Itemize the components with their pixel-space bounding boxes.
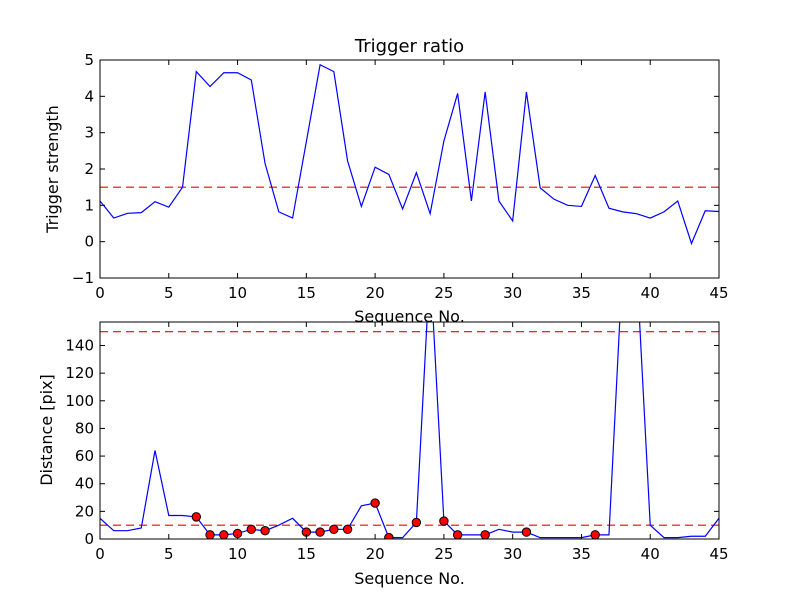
top-x-tick-label: 15 bbox=[297, 284, 316, 302]
trigger-marker bbox=[219, 530, 229, 539]
bottom-x-tick-label: 20 bbox=[366, 545, 385, 563]
bottom-x-axis-label: Sequence No. bbox=[354, 569, 465, 588]
top-x-tick-label: 25 bbox=[434, 284, 453, 302]
top-y-tick-label: 1 bbox=[84, 196, 94, 214]
trigger-marker bbox=[439, 516, 449, 526]
top-x-tick-label: 45 bbox=[709, 284, 728, 302]
trigger-marker bbox=[452, 530, 463, 539]
bottom-y-axis-label: Distance [pix] bbox=[37, 374, 56, 486]
bottom-y-tick-label: 120 bbox=[65, 364, 94, 382]
bottom-plot-area bbox=[100, 322, 719, 539]
top-y-tick-label: 3 bbox=[84, 124, 94, 142]
top-y-tick-label: 0 bbox=[84, 233, 94, 251]
bottom-y-ticks: 0 20 40 60 80 100 120 140 bbox=[65, 336, 719, 548]
top-x-tick-label: 20 bbox=[366, 284, 385, 302]
trigger-marker bbox=[260, 526, 270, 536]
top-axes-frame bbox=[99, 59, 720, 279]
trigger-marker bbox=[191, 512, 201, 522]
bottom-x-tick-label: 45 bbox=[709, 545, 728, 563]
bottom-y-tick-label: 140 bbox=[65, 336, 94, 354]
top-x-tick-label: 5 bbox=[164, 284, 174, 302]
trigger-marker bbox=[480, 530, 490, 539]
bottom-y-tick-label: 20 bbox=[75, 502, 94, 520]
top-y-axis-label: Trigger strength bbox=[43, 105, 62, 234]
top-chart-title: Trigger ratio bbox=[354, 36, 464, 57]
trigger-marker bbox=[342, 524, 353, 535]
trigger-marker bbox=[590, 530, 600, 539]
top-x-tick-label: 35 bbox=[572, 284, 591, 302]
top-y-tick-label: −1 bbox=[72, 269, 94, 287]
top-x-tick-label: 30 bbox=[503, 284, 522, 302]
triggered-markers bbox=[191, 498, 600, 539]
bottom-x-tick-label: 0 bbox=[95, 545, 105, 563]
bottom-axes-frame bbox=[99, 321, 720, 540]
bottom-x-tick-label: 30 bbox=[503, 545, 522, 563]
bottom-x-tick-label: 25 bbox=[434, 545, 453, 563]
bottom-x-tick-label: 15 bbox=[297, 545, 316, 563]
bottom-y-tick-label: 100 bbox=[65, 392, 94, 410]
bottom-y-tick-label: 60 bbox=[75, 447, 94, 465]
distance-panel: 0 5 10 15 20 25 30 35 40 45 0 20 40 60 80 100 120 140 Se… bbox=[37, 321, 729, 588]
trigger-marker bbox=[205, 530, 215, 539]
trigger-marker bbox=[315, 527, 325, 537]
bottom-x-tick-label: 10 bbox=[228, 545, 247, 563]
top-y-tick-label: 5 bbox=[84, 51, 94, 69]
top-x-tick-label: 0 bbox=[95, 284, 105, 302]
bottom-y-tick-label: 40 bbox=[75, 475, 94, 493]
top-y-tick-label: 2 bbox=[84, 160, 94, 178]
top-plot-area bbox=[100, 63, 719, 246]
trigger-marker bbox=[521, 527, 532, 537]
top-y-ticks: −1 0 1 2 3 4 5 bbox=[72, 51, 719, 287]
trigger-marker bbox=[246, 524, 257, 535]
trigger-marker bbox=[370, 498, 380, 508]
trigger-marker bbox=[329, 524, 339, 535]
trigger-marker bbox=[384, 532, 394, 539]
top-x-ticks: 0 5 10 15 20 25 30 35 40 45 bbox=[95, 60, 729, 302]
bottom-x-tick-label: 5 bbox=[164, 545, 174, 563]
trigger-marker bbox=[411, 517, 422, 528]
top-x-axis-label: Sequence No. bbox=[354, 307, 465, 326]
top-x-tick-label: 10 bbox=[228, 284, 247, 302]
trigger-strength-line bbox=[100, 63, 719, 246]
bottom-y-tick-label: 80 bbox=[75, 419, 94, 437]
bottom-x-ticks: 0 5 10 15 20 25 30 35 40 45 bbox=[95, 322, 729, 563]
trigger-ratio-panel: Trigger ratio 0 5 10 15 20 25 30 35 40 45 −101234… bbox=[43, 36, 729, 326]
bottom-x-tick-label: 40 bbox=[641, 545, 660, 563]
distance-line bbox=[100, 322, 719, 539]
top-y-tick-label: 4 bbox=[84, 87, 94, 105]
top-x-tick-label: 40 bbox=[641, 284, 660, 302]
bottom-y-tick-label: 0 bbox=[84, 530, 94, 548]
bottom-x-tick-label: 35 bbox=[572, 545, 591, 563]
